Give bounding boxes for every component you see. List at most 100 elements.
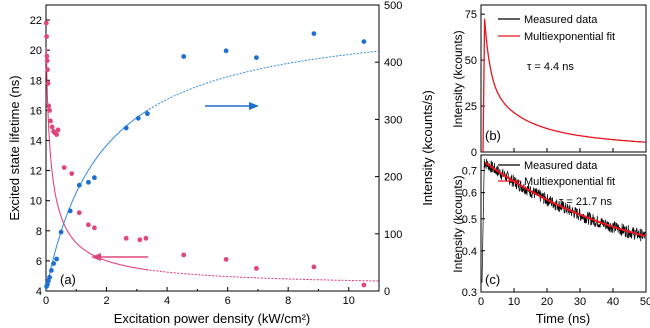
panel-a-y-ticks-left: 4 6 8 10 12 14 16 18 20 22 bbox=[30, 15, 50, 298]
c-x-tick-label: 40 bbox=[607, 296, 619, 308]
intensity-point bbox=[86, 179, 91, 185]
lifetime-point bbox=[61, 165, 67, 171]
intensity-point bbox=[51, 261, 56, 266]
legend-c-fit: Multiexponential fit bbox=[524, 176, 615, 188]
panel-a-y-ticks-right: 0 100 200 300 400 500 bbox=[375, 0, 402, 298]
x-tick-label: 6 bbox=[225, 295, 231, 307]
lifetime-point bbox=[311, 264, 317, 270]
lifetime-point bbox=[69, 171, 75, 177]
panel-c: 0.3 0.4 0.5 0.6 0.7 0 10 20 30 40 50 Measured dat… bbox=[451, 154, 650, 326]
lifetime-point bbox=[181, 252, 187, 258]
panel-c-y-ticks: 0.3 0.4 0.5 0.6 0.7 bbox=[462, 166, 485, 299]
y-tick-label-left: 4 bbox=[36, 286, 42, 298]
panel-b-frame bbox=[480, 4, 647, 153]
lifetime-point bbox=[48, 118, 53, 124]
legend-c-measured: Measured data bbox=[524, 160, 598, 172]
c-y-tick-label: 0.7 bbox=[462, 166, 477, 178]
panel-c-x-label: Time (ns) bbox=[536, 311, 590, 326]
panel-c-label: (c) bbox=[485, 272, 500, 287]
intensity-point bbox=[254, 55, 259, 60]
intensity-point bbox=[223, 48, 229, 54]
red-arrow-left bbox=[91, 253, 148, 261]
panel-a-x-ticks: 0 2 4 6 8 10 bbox=[43, 287, 355, 307]
intensity-point bbox=[311, 31, 317, 36]
lifetime-point bbox=[76, 210, 82, 216]
lifetime-point bbox=[86, 222, 91, 228]
intensity-point bbox=[49, 268, 54, 273]
panel-c-frame bbox=[480, 154, 647, 293]
lifetime-point bbox=[137, 237, 143, 243]
intensity-point bbox=[145, 111, 150, 117]
c-x-tick-label: 50 bbox=[640, 296, 650, 308]
panel-a-fits bbox=[45, 47, 380, 291]
panel-b-x-ticks bbox=[480, 148, 647, 152]
y-tick-label-right: 100 bbox=[384, 229, 402, 241]
intensity-point bbox=[76, 182, 82, 188]
y-tick-label-right: 300 bbox=[384, 114, 402, 126]
panel-b: 0 25 50 75 Measured data Multiexponential f… bbox=[451, 4, 647, 159]
y-tick-label-right: 0 bbox=[384, 286, 390, 298]
panel-a-label: (a) bbox=[60, 272, 76, 287]
c-x-tick-label: 10 bbox=[508, 296, 520, 308]
panel-c-fit-curve bbox=[484, 161, 646, 237]
lifetime-point bbox=[44, 58, 50, 64]
lifetime-point bbox=[123, 235, 129, 241]
lifetime-point bbox=[223, 257, 229, 262]
y-tick-label-left: 12 bbox=[30, 166, 42, 178]
y-tick-label-left: 14 bbox=[30, 135, 42, 147]
c-y-tick-label: 0.6 bbox=[462, 188, 477, 200]
lifetime-fit bbox=[45, 47, 149, 271]
intensity-point bbox=[67, 208, 73, 214]
y-axis-label-left: Excited state lifetime (ns) bbox=[7, 75, 22, 220]
y-tick-label-left: 10 bbox=[30, 196, 42, 208]
y-tick-label-left: 22 bbox=[30, 15, 42, 27]
panel-a-points bbox=[43, 20, 367, 289]
lifetime-point bbox=[44, 53, 50, 59]
x-tick-label: 4 bbox=[164, 295, 170, 307]
legend-b-fit: Multiexponential fit bbox=[524, 31, 615, 43]
lifetime-point bbox=[47, 108, 52, 113]
legend-b-measured: Measured data bbox=[524, 14, 598, 26]
blue-arrow-right bbox=[205, 102, 259, 110]
intensity-fit-dotted bbox=[145, 50, 380, 112]
panel-c-tau: τ = 21.7 ns bbox=[559, 196, 612, 208]
c-y-tick-label: 0.4 bbox=[462, 246, 477, 258]
lifetime-fit-dotted bbox=[145, 269, 379, 282]
intensity-point bbox=[47, 274, 52, 280]
b-y-tick-label: 25 bbox=[465, 101, 477, 113]
panel-a-frame bbox=[45, 4, 380, 292]
intensity-point bbox=[92, 175, 97, 181]
c-y-tick-label: 0.3 bbox=[462, 287, 477, 299]
x-axis-label: Excitation power density (kW/cm²) bbox=[114, 311, 311, 326]
x-tick-label: 10 bbox=[343, 295, 355, 307]
c-y-tick-label: 0.5 bbox=[462, 214, 477, 226]
intensity-point bbox=[58, 229, 64, 235]
panel-c-y-label: Intensity (kcounts) bbox=[451, 175, 465, 272]
lifetime-point bbox=[143, 235, 149, 241]
lifetime-point bbox=[43, 20, 49, 26]
intensity-point bbox=[123, 125, 129, 131]
intensity-point bbox=[135, 115, 141, 121]
panel-a: 0 2 4 6 8 10 4 6 8 10 12 14 16 18 20 22 0 100 200 300 400 5… bbox=[7, 0, 435, 326]
lifetime-point bbox=[46, 103, 52, 109]
lifetime-point bbox=[92, 225, 97, 231]
panel-c-x-ticks: 0 10 20 30 40 50 bbox=[478, 288, 650, 308]
lifetime-point bbox=[254, 266, 259, 271]
intensity-point bbox=[181, 54, 187, 59]
y-tick-label-left: 16 bbox=[30, 105, 42, 117]
y-tick-label-right: 400 bbox=[384, 57, 402, 69]
panel-b-tau: τ = 4.4 ns bbox=[527, 61, 574, 73]
x-tick-label: 8 bbox=[285, 295, 291, 307]
panel-b-label: (b) bbox=[485, 128, 501, 143]
c-x-tick-label: 0 bbox=[478, 296, 484, 308]
c-x-tick-label: 30 bbox=[574, 296, 586, 308]
y-tick-label-left: 6 bbox=[36, 256, 42, 268]
lifetime-point bbox=[361, 282, 367, 288]
y-tick-label-left: 20 bbox=[30, 45, 42, 57]
lifetime-point bbox=[44, 34, 49, 39]
panel-b-y-ticks: 0 25 50 75 bbox=[465, 9, 485, 159]
panel-b-fit-curve bbox=[482, 18, 646, 153]
y-tick-label-left: 18 bbox=[30, 75, 42, 87]
intensity-point bbox=[361, 39, 367, 44]
